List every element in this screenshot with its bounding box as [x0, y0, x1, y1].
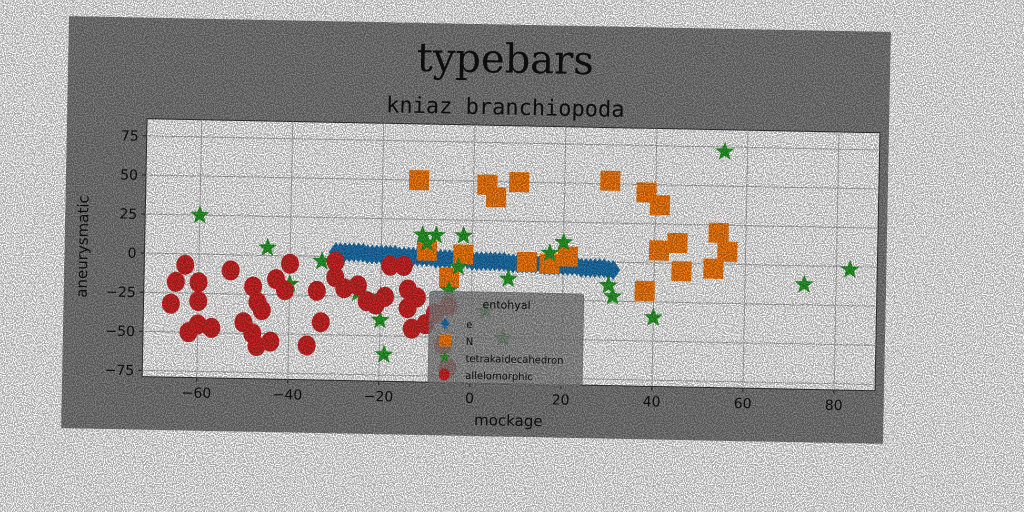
noise-overlay [0, 0, 1024, 512]
chart-figure: typebars kniaz branchiopoda −60 −40 −20 0 20… [0, 0, 1024, 512]
